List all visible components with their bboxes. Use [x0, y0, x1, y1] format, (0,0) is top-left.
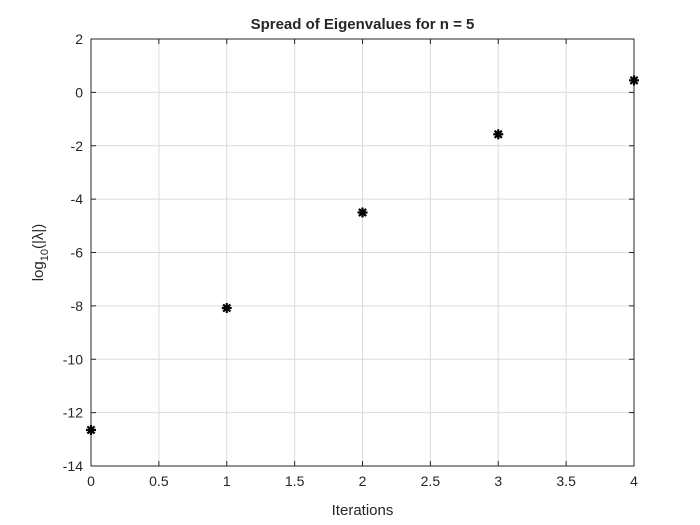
x-tick-label: 3 [494, 473, 502, 489]
data-point [357, 207, 368, 218]
x-axis-label: Iterations [332, 502, 394, 519]
y-tick-label: -4 [71, 191, 84, 207]
data-point [629, 75, 639, 86]
x-tick-label: 2.5 [421, 473, 441, 489]
tick-marks [90, 38, 635, 467]
y-axis-label-suffix: (|λ|) [30, 224, 47, 249]
x-tick-label: 4 [630, 473, 638, 489]
y-tick-label: -12 [63, 405, 83, 421]
y-tick-label: 0 [75, 84, 83, 100]
x-tick-label: 1 [223, 473, 231, 489]
y-tick-label: 2 [75, 31, 83, 47]
y-tick-label: -14 [63, 458, 83, 474]
y-tick-label: -8 [71, 298, 84, 314]
y-tick-labels: 2 0 -2 -4 -6 -8 -10 -12 -14 [63, 31, 83, 474]
x-tick-label: 0.5 [149, 473, 169, 489]
y-axis-label: log10(|λ|) [30, 224, 51, 282]
data-point [493, 129, 504, 140]
data-point [221, 303, 232, 314]
x-tick-label: 2 [359, 473, 367, 489]
x-tick-label: 0 [87, 473, 95, 489]
y-axis-label-prefix: log [30, 261, 47, 281]
x-tick-label: 3.5 [556, 473, 576, 489]
data-points [86, 75, 639, 435]
x-tick-labels: 0 0.5 1 1.5 2 2.5 3 3.5 4 [87, 473, 638, 489]
grid [90, 38, 635, 467]
y-axis-label-subscript: 10 [39, 249, 51, 261]
y-tick-label: -10 [63, 351, 83, 367]
y-tick-label: -6 [71, 245, 84, 261]
y-tick-label: -2 [71, 138, 84, 154]
data-point [86, 424, 96, 435]
chart-title: Spread of Eigenvalues for n = 5 [251, 16, 475, 33]
x-tick-label: 1.5 [285, 473, 305, 489]
